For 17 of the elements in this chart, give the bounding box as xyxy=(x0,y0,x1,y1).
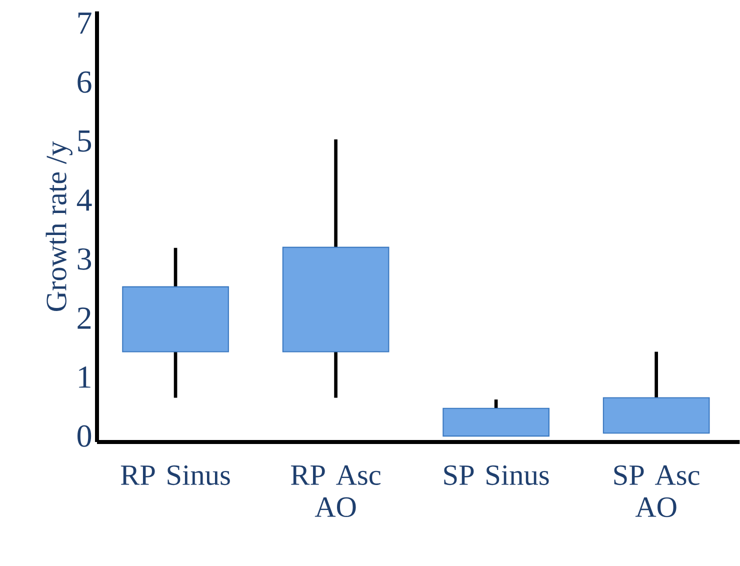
y-axis-title: Growth rate /y xyxy=(46,141,72,311)
y-tick-label: 6 xyxy=(78,71,92,93)
x-tick-label: RP Asc AO xyxy=(290,465,381,518)
x-tick-label: RP Sinus xyxy=(120,465,230,486)
bar xyxy=(122,286,229,352)
x-tick-label: SP Asc AO xyxy=(614,465,700,518)
y-tick-label: 7 xyxy=(78,12,92,34)
y-tick-label: 2 xyxy=(78,308,91,329)
y-tick-label: 0 xyxy=(78,425,92,447)
y-tick-label: 5 xyxy=(78,130,92,152)
y-tick-label: 4 xyxy=(76,190,92,211)
bar xyxy=(282,246,390,352)
y-tick-label: 1 xyxy=(79,366,90,388)
bar xyxy=(442,408,550,437)
x-tick-label: SP Sinus xyxy=(444,465,549,486)
y-tick-label: 3 xyxy=(78,248,92,270)
bar xyxy=(602,397,710,434)
